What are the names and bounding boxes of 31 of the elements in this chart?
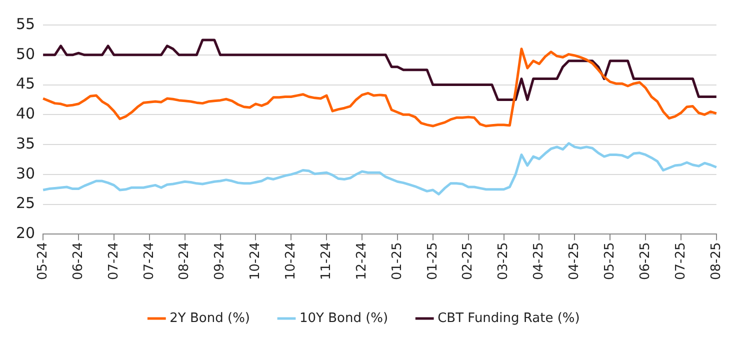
x-tick-label: 03-25 <box>496 242 512 280</box>
y-tick-label: 25 <box>16 194 36 212</box>
x-tick-label: 07-24 <box>142 242 157 280</box>
y-tick-label: 20 <box>16 224 36 242</box>
legend-label: 2Y Bond (%) <box>170 310 250 326</box>
x-tick-label: 10-24 <box>248 242 264 280</box>
x-tick-label: 08-25 <box>708 242 724 280</box>
x-tick-label: 01-25 <box>390 242 405 280</box>
x-tick-label: 02-25 <box>460 242 476 280</box>
x-tick-label: 06-24 <box>70 242 86 280</box>
x-tick-label: 07-24 <box>106 242 122 280</box>
y-tick-label: 50 <box>16 44 36 63</box>
x-tick-label: 11-24 <box>318 242 334 280</box>
y-tick-label: 40 <box>16 104 36 123</box>
legend-label: 10Y Bond (%) <box>299 310 388 326</box>
x-tick-label: 07-25 <box>673 242 688 280</box>
x-tick-label: 06-25 <box>638 242 653 280</box>
x-tick-label: 05-25 <box>602 242 618 280</box>
x-tick-label: 12-24 <box>354 242 370 280</box>
y-tick-label: 45 <box>16 74 36 93</box>
legend-label: CBT Funding Rate (%) <box>438 310 580 326</box>
x-tick-label: 05-24 <box>35 242 50 280</box>
y-tick-label: 35 <box>16 134 36 152</box>
x-tick-label: 04-25 <box>532 242 547 280</box>
y-tick-label: 55 <box>16 14 36 33</box>
x-tick-label: 09-24 <box>212 242 228 280</box>
x-tick-label: 04-25 <box>567 242 582 280</box>
x-tick-label: 01-25 <box>425 242 440 280</box>
x-tick-label: 10-24 <box>284 242 299 280</box>
y-tick-label: 30 <box>16 164 36 182</box>
x-tick-label: 08-24 <box>177 242 192 280</box>
